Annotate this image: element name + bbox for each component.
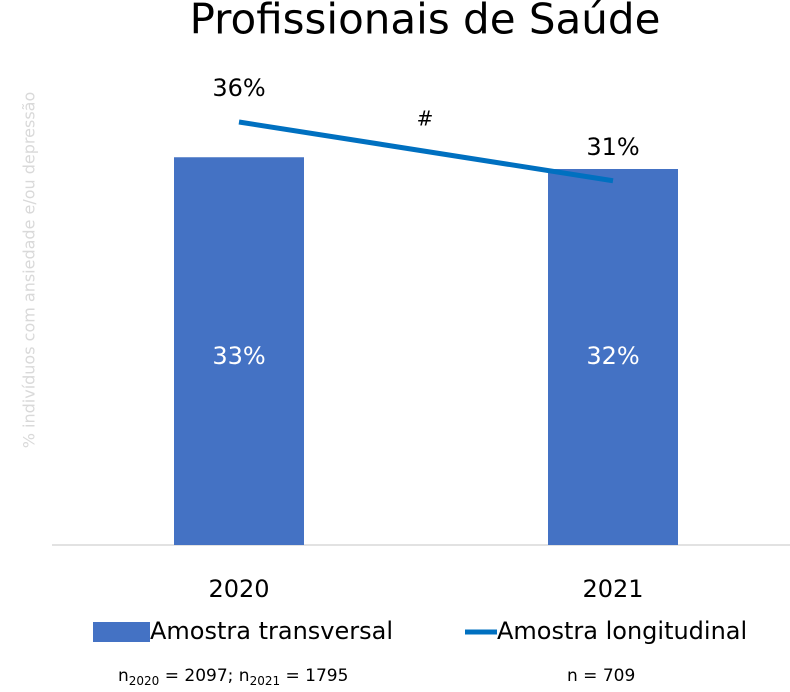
note-part: = 2097; n	[159, 666, 249, 686]
bar	[174, 157, 304, 545]
legend-swatch	[93, 622, 150, 642]
line	[238, 119, 614, 184]
data-label: 31%	[586, 133, 639, 161]
note-part: 2020	[129, 674, 160, 688]
note-part: = 1795	[280, 666, 348, 686]
data-label: 36%	[212, 74, 265, 102]
legend-label: Amostra transversal	[150, 617, 393, 645]
annotation: #	[417, 107, 434, 131]
note: n2020 = 2097; n2021 = 1795	[118, 666, 348, 688]
note-part: n = 709	[567, 666, 635, 686]
data-label: 32%	[586, 342, 639, 370]
x-tick-label: 2020	[208, 575, 269, 603]
bar	[548, 169, 678, 545]
note-part: 2021	[250, 674, 281, 688]
x-tick-label: 2021	[582, 575, 643, 603]
data-label: 33%	[212, 342, 265, 370]
chart-title: Profissionais de Saúde	[190, 0, 661, 44]
note-part: n	[118, 666, 129, 686]
y-axis-label: % indivíduos com ansiedade e/ou depressã…	[20, 92, 39, 449]
note: n = 709	[567, 666, 635, 686]
legend-label: Amostra longitudinal	[497, 617, 747, 645]
